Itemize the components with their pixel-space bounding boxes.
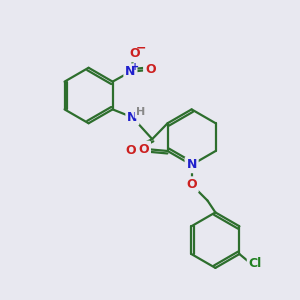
Text: N: N bbox=[125, 65, 136, 78]
Text: O: O bbox=[139, 142, 149, 155]
Text: O: O bbox=[129, 47, 140, 60]
Text: −: − bbox=[136, 41, 147, 55]
Text: +: + bbox=[131, 62, 140, 72]
Text: H: H bbox=[136, 107, 145, 117]
Text: O: O bbox=[125, 145, 136, 158]
Text: Cl: Cl bbox=[249, 257, 262, 270]
Text: N: N bbox=[127, 111, 138, 124]
Text: O: O bbox=[145, 63, 156, 76]
Text: O: O bbox=[186, 178, 197, 191]
Text: N: N bbox=[186, 158, 197, 171]
